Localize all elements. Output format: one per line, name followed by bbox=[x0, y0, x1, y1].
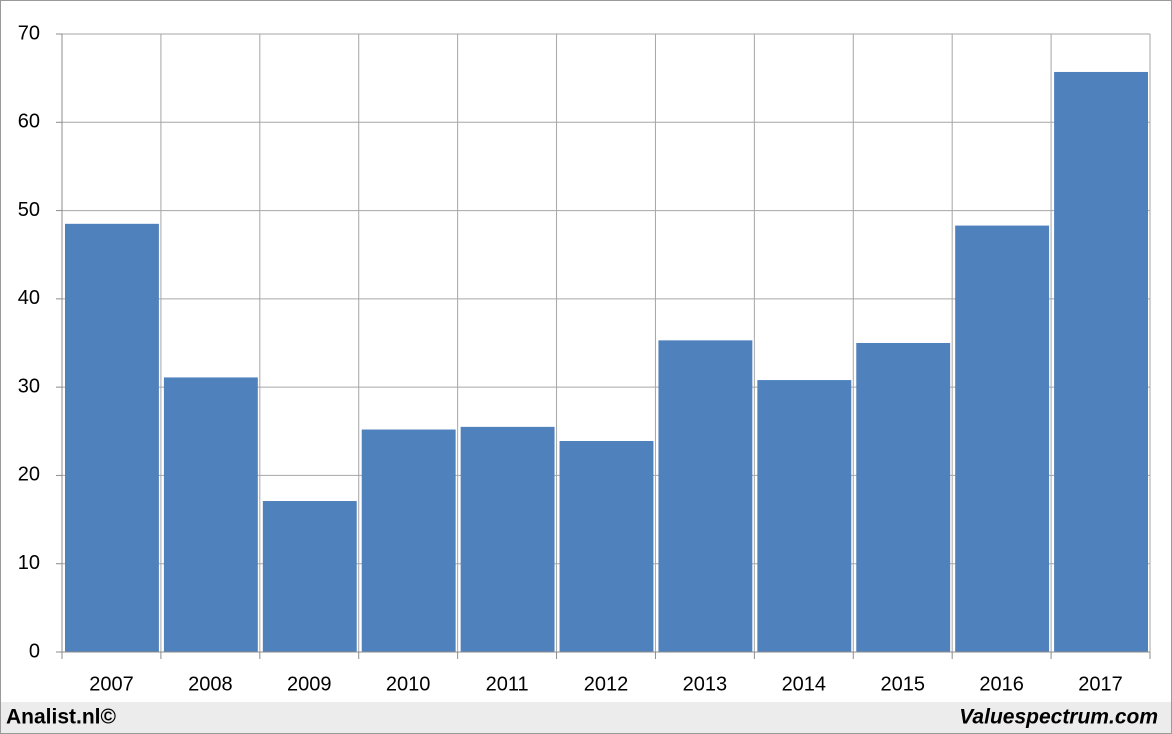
bar bbox=[65, 223, 159, 653]
y-tick-label: 30 bbox=[18, 375, 40, 397]
x-tick-label: 2013 bbox=[683, 673, 728, 695]
y-tick-label: 60 bbox=[18, 111, 40, 133]
bar bbox=[757, 380, 852, 652]
y-tick-label: 0 bbox=[29, 640, 40, 662]
credit-left: Analist.nl© bbox=[6, 706, 117, 729]
credit-right: Valuespectrum.com bbox=[959, 706, 1158, 729]
bars bbox=[65, 71, 1148, 653]
x-tick-label: 2016 bbox=[979, 673, 1024, 695]
bar bbox=[856, 343, 951, 652]
y-tick-label: 70 bbox=[18, 22, 40, 44]
y-tick-label: 40 bbox=[18, 287, 40, 309]
x-tick-label: 2009 bbox=[287, 673, 332, 695]
x-tick-label: 2017 bbox=[1078, 673, 1123, 695]
axes: 0 10 20 30 40 50 60 70 2007 2008 2009 2010 2011 2012 2… bbox=[18, 22, 1151, 695]
y-tick-label: 50 bbox=[18, 199, 40, 221]
x-tick-label: 2014 bbox=[782, 673, 827, 695]
bar bbox=[559, 440, 654, 652]
x-tick-label: 2008 bbox=[188, 673, 233, 695]
footer-band bbox=[1, 702, 1171, 733]
bar bbox=[361, 429, 456, 652]
y-tick-label: 10 bbox=[18, 552, 40, 574]
bar bbox=[460, 426, 555, 652]
x-tick-label: 2007 bbox=[89, 673, 134, 695]
x-tick-label: 2011 bbox=[486, 673, 529, 695]
bar bbox=[262, 501, 357, 652]
bar bbox=[163, 377, 258, 652]
bar bbox=[1054, 71, 1148, 652]
x-tick-label: 2012 bbox=[584, 673, 629, 695]
y-tick-label: 20 bbox=[18, 464, 40, 486]
x-tick-label: 2010 bbox=[386, 673, 431, 695]
bar bbox=[955, 225, 1050, 652]
x-tick-label: 2015 bbox=[880, 673, 925, 695]
bar bbox=[658, 340, 753, 652]
